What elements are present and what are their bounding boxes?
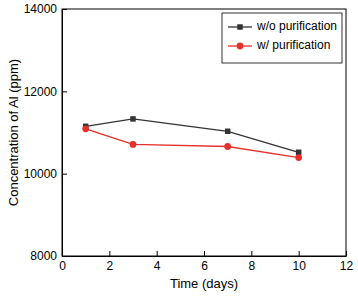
x-tick-mark	[204, 251, 205, 256]
series-marker	[225, 129, 230, 134]
chart-container: 0 2 4 6 8 10 12 8000 10000 12000 14000 w/o purifica…	[0, 0, 358, 296]
legend-marker	[237, 43, 244, 50]
x-tick: 2	[106, 251, 113, 273]
y-tick-mark	[62, 256, 67, 257]
y-tick-mark	[62, 91, 67, 92]
y-tick: 10000	[24, 167, 67, 181]
x-tick-label: 4	[154, 259, 161, 273]
x-tick-label: 2	[106, 259, 113, 273]
y-tick-label: 10000	[24, 167, 58, 181]
y-tick-label: 12000	[24, 85, 58, 99]
plot-frame	[62, 9, 346, 256]
chart: 0 2 4 6 8 10 12 8000 10000 12000 14000 w/o purifica…	[0, 0, 358, 296]
series-marker	[130, 116, 135, 121]
x-axis-line	[63, 256, 347, 257]
legend-entry: w/o purification	[228, 19, 337, 33]
y-tick: 14000	[24, 2, 67, 16]
x-axis: 0 2 4 6 8 10 12	[59, 251, 353, 273]
series-marker	[82, 125, 89, 132]
legend-label: w/o purification	[256, 19, 337, 33]
plot: 0 2 4 6 8 10 12 8000 10000 12000 14000 w/o purifica…	[24, 2, 354, 272]
y-tick-mark	[62, 9, 67, 10]
legend-box	[222, 13, 342, 63]
series-marker	[295, 154, 302, 161]
series-line	[86, 119, 299, 152]
legend-marker	[237, 24, 242, 29]
y-axis-line	[62, 10, 63, 257]
x-tick: 4	[154, 251, 161, 273]
x-tick: 8	[248, 251, 255, 273]
x-tick-mark	[157, 251, 158, 256]
series	[82, 125, 302, 161]
x-tick-mark	[299, 251, 300, 256]
x-tick-mark	[109, 251, 110, 256]
y-tick-label: 14000	[24, 2, 58, 16]
series-marker	[224, 143, 231, 150]
y-axis: 8000 10000 12000 14000	[24, 2, 67, 263]
x-tick-label: 0	[59, 259, 66, 273]
series-marker	[130, 141, 137, 148]
x-tick-label: 12	[340, 259, 354, 273]
series-line	[86, 129, 299, 158]
x-tick: 6	[201, 251, 208, 273]
marks	[82, 116, 302, 161]
y-tick-label: 8000	[30, 249, 57, 263]
series	[83, 116, 301, 155]
y-axis-title: Concentration of Al (ppm)	[6, 59, 21, 206]
series-marker	[296, 150, 301, 155]
x-tick-label: 6	[201, 259, 208, 273]
x-tick: 10	[292, 251, 306, 273]
x-axis-title: Time (days)	[170, 276, 238, 291]
y-tick: 8000	[30, 249, 67, 263]
legend: w/o purification w/ purification	[222, 13, 342, 63]
legend-label: w/ purification	[256, 38, 330, 52]
x-tick-mark	[346, 251, 347, 256]
legend-entry: w/ purification	[228, 38, 330, 52]
x-tick-mark	[251, 251, 252, 256]
y-tick: 12000	[24, 85, 67, 99]
x-tick-label: 10	[292, 259, 306, 273]
x-tick: 12	[340, 251, 354, 273]
y-tick-mark	[62, 174, 67, 175]
x-tick-label: 8	[248, 259, 255, 273]
